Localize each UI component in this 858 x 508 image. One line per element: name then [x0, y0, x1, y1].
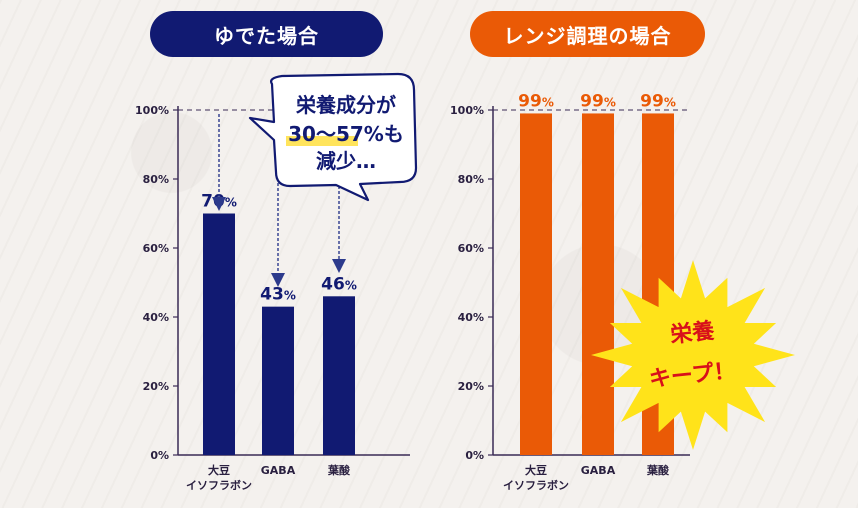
bar-3 — [323, 296, 355, 455]
y-tick-label: 80% — [458, 173, 484, 186]
chart-title-microwave: レンジ調理の場合 — [470, 11, 705, 57]
y-tick-label: 100% — [135, 104, 169, 117]
category-label: イソフラボン — [503, 478, 569, 492]
annotation-bubble: 栄養成分が 30〜57%も減少… — [248, 72, 418, 202]
starburst-line-1: 栄養 — [668, 318, 715, 349]
y-tick-label: 40% — [458, 311, 484, 324]
bubble-line-2: 30〜57%も — [288, 122, 404, 146]
category-label: 葉酸 — [646, 463, 670, 477]
bar-2 — [582, 113, 614, 455]
category-label: 大豆 — [525, 463, 547, 477]
bubble-line-1: 栄養成分が — [295, 93, 396, 117]
bar-1 — [203, 213, 235, 455]
bar-1 — [520, 113, 552, 455]
y-tick-label: 20% — [458, 380, 484, 393]
category-label: GABA — [261, 464, 296, 477]
y-tick-label: 40% — [143, 311, 169, 324]
category-label: イソフラボン — [186, 478, 252, 492]
y-tick-label: 0% — [465, 449, 484, 462]
bar-2 — [262, 306, 294, 455]
y-tick-label: 0% — [150, 449, 169, 462]
y-tick-label: 100% — [450, 104, 484, 117]
category-label: GABA — [581, 464, 616, 477]
chart-title-boiled: ゆでた場合 — [150, 11, 383, 57]
value-label: 99% — [580, 91, 616, 111]
y-tick-label: 60% — [458, 242, 484, 255]
value-label: 46% — [321, 274, 357, 294]
category-label: 葉酸 — [327, 463, 351, 477]
value-label: 43% — [260, 285, 296, 305]
starburst-shape — [591, 260, 795, 450]
text-highlight — [286, 136, 358, 146]
bubble-line-3: 減少… — [316, 149, 376, 173]
y-tick-label: 80% — [143, 173, 169, 186]
y-tick-label: 20% — [143, 380, 169, 393]
y-tick-label: 60% — [143, 242, 169, 255]
category-label: 大豆 — [208, 463, 230, 477]
chart-boiled: 100%80%60%40%20%0%70%大豆イソフラボン43%GABA46%葉… — [135, 72, 418, 492]
value-label: 99% — [518, 91, 554, 111]
value-label: 99% — [640, 91, 676, 111]
